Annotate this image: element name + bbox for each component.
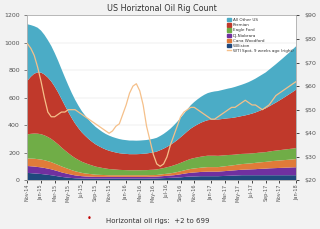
- Title: US Horiztonal Oil Rig Count: US Horiztonal Oil Rig Count: [107, 4, 217, 13]
- Text: Horizontal oil rigs:  +2 to 699: Horizontal oil rigs: +2 to 699: [106, 218, 209, 224]
- Legend: All Other US, Permian, Eagle Ford, DJ-Niobrara, Cana Woodford, Williston, WTI Sp: All Other US, Permian, Eagle Ford, DJ-Ni…: [227, 17, 294, 54]
- Text: •: •: [87, 214, 92, 223]
